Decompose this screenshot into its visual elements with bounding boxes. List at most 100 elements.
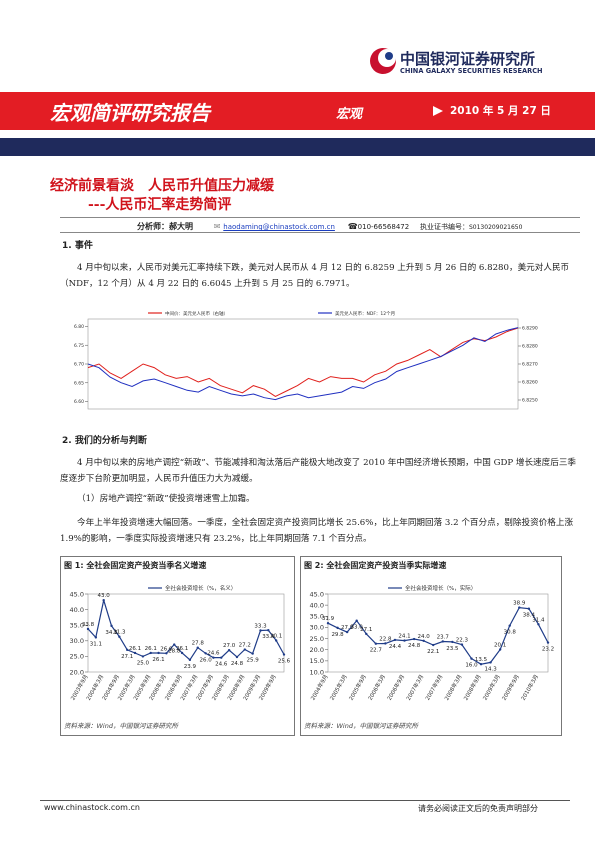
data-label: 24.6 <box>215 662 228 668</box>
paragraph: 今年上半年投资增速大幅回落。一季度，全社会固定资产投资同比增长 25.6%，比上… <box>60 518 574 544</box>
point <box>180 651 184 655</box>
point <box>518 606 521 609</box>
x-tick-label: 2008年9月 <box>462 673 483 702</box>
point <box>470 657 473 660</box>
point <box>94 636 98 639</box>
chart: 20.025.030.035.040.045.02003年9月2004年3月20… <box>69 584 291 702</box>
figure-box <box>300 556 562 736</box>
license: S0130209021650 <box>468 224 523 231</box>
data-label: 29.8 <box>331 632 344 638</box>
point <box>227 648 231 652</box>
plot-frame <box>87 593 285 673</box>
figure-source: 资料来源：Wind，中国银河证券研究所 <box>64 722 178 730</box>
data-label: 22.1 <box>427 649 439 655</box>
y-tick-label: 10.0 <box>310 668 324 676</box>
data-label: 33.4 <box>262 634 275 640</box>
y-tick-label: 40.0 <box>310 601 324 609</box>
date: 2010 年 5 月 27 日 <box>450 105 551 117</box>
point <box>384 642 387 645</box>
point <box>508 624 511 627</box>
email[interactable]: haodaming@chinastock.com.cn <box>223 223 335 231</box>
point <box>149 651 152 655</box>
x-tick-label: 2007年9月 <box>423 673 444 702</box>
y-tick-label: 6.8250 <box>522 398 538 404</box>
y-tick-label: 20.0 <box>70 668 84 676</box>
data-label: 14.3 <box>484 666 497 672</box>
point <box>196 646 199 649</box>
x-tick-label: 2007年3月 <box>404 673 425 702</box>
x-tick-label: 2005年9月 <box>347 673 368 702</box>
point <box>479 663 483 666</box>
y-tick-label: 45.0 <box>70 590 84 598</box>
data-label: 26.0 <box>160 646 173 652</box>
y-tick-label: 35.0 <box>70 621 84 629</box>
y-tick-label: 6.70 <box>74 362 84 368</box>
data-label: 26.1 <box>129 646 141 652</box>
point <box>126 648 129 652</box>
data-label: 24.0 <box>418 634 431 640</box>
header-band <box>0 92 595 130</box>
logo-mark <box>370 48 396 74</box>
paragraph: 4 月中旬以来的房地产调控“新政”、节能减排和淘汰落后产能极大地改变了 2010… <box>60 458 577 484</box>
navy-band <box>0 138 595 156</box>
data-label: 31.9 <box>322 616 335 622</box>
figure-box <box>60 556 295 736</box>
chart: 6.60 6.65 6.70 6.75 6.80 6.8250 6.8260 6.8270 6.… <box>74 310 538 410</box>
y-tick-label: 30.0 <box>70 637 84 645</box>
point <box>412 637 416 641</box>
point <box>102 599 105 602</box>
y-tick-label: 25.0 <box>70 653 84 661</box>
analyst: 分析师：郝大明 ✉ haodaming@chinastock.com.cn ☎0… <box>137 222 523 231</box>
series-line <box>87 327 519 401</box>
data-label: 38.9 <box>513 601 526 607</box>
section-heading: 2. 我们的分析与判断 <box>62 436 147 446</box>
x-tick-label: 2006年3月 <box>366 673 387 702</box>
y-tick-label: 15.0 <box>310 657 324 665</box>
y-tick-label: 6.8270 <box>522 362 538 368</box>
y-tick-label: 6.80 <box>74 324 84 330</box>
data-label: 30.8 <box>504 630 517 636</box>
x-tick-label: 2004年9月 <box>309 673 330 702</box>
figure-source: 资料来源：Wind，中国银河证券研究所 <box>304 722 418 730</box>
data-label: 22.3 <box>456 638 469 644</box>
data-label: 43.0 <box>98 593 111 599</box>
point <box>86 627 90 631</box>
series-line <box>87 600 285 661</box>
y-tick-label: 6.60 <box>74 399 84 405</box>
data-label: 33.3 <box>254 624 267 630</box>
point <box>251 652 254 655</box>
point <box>110 624 113 628</box>
x-tick-label: 2009年3月 <box>481 673 502 702</box>
data-label: 27.1 <box>121 654 133 660</box>
point <box>220 656 223 659</box>
data-label: 25.0 <box>137 660 150 666</box>
data-label: 23.9 <box>184 664 197 670</box>
data-label: 22.8 <box>379 636 392 642</box>
rule <box>60 232 580 233</box>
plot-frame <box>327 593 549 673</box>
data-label: 24.8 <box>408 643 421 649</box>
data-label: 23.2 <box>542 647 554 653</box>
point <box>432 643 435 647</box>
point <box>460 643 464 646</box>
point <box>393 638 397 642</box>
data-label: 27.9 <box>341 625 354 631</box>
data-label: 26.1 <box>152 657 164 663</box>
series-line <box>87 327 519 397</box>
point <box>243 648 246 651</box>
figure-caption: 图 2: 全社会固定资产投资当季实际增速 <box>304 561 447 570</box>
point <box>365 632 368 636</box>
point <box>527 607 531 610</box>
point <box>403 639 406 642</box>
y-tick-label: 6.75 <box>74 343 84 349</box>
legend-label: 全社会投资增长（%，实际） <box>405 584 476 592</box>
point <box>173 643 176 646</box>
data-label: 27.0 <box>223 643 236 649</box>
phone: 010-66568472 <box>357 223 410 231</box>
footer-url: www.chinastock.com.cn <box>44 803 140 812</box>
rule <box>60 217 580 218</box>
data-label: 27.2 <box>239 643 251 649</box>
point <box>188 658 192 662</box>
data-label: 38.4 <box>523 613 536 619</box>
data-label: 23.7 <box>437 634 450 640</box>
